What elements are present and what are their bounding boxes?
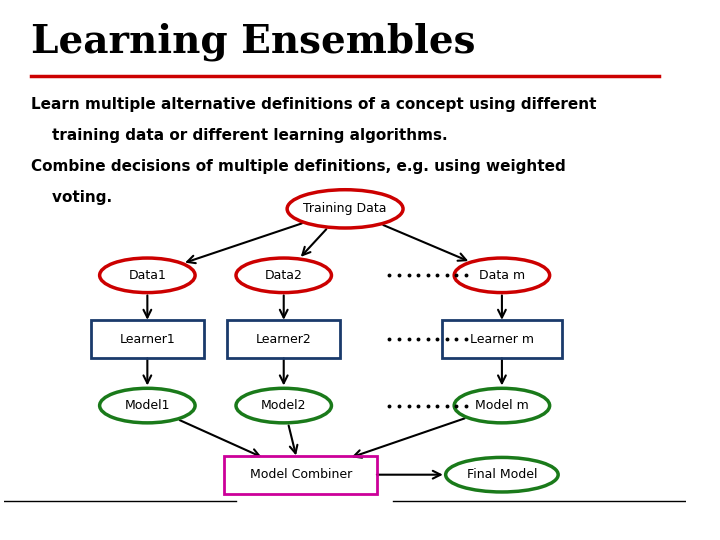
Text: voting.: voting. [32,190,112,205]
Text: Data2: Data2 [265,269,302,282]
Text: Model1: Model1 [125,399,170,412]
Text: Learner2: Learner2 [256,333,312,346]
Text: Learner m: Learner m [470,333,534,346]
Text: Data1: Data1 [128,269,166,282]
Text: Model2: Model2 [261,399,307,412]
Text: Learner1: Learner1 [120,333,175,346]
Text: Model m: Model m [475,399,528,412]
Text: Data m: Data m [479,269,525,282]
Text: Model Combiner: Model Combiner [250,468,352,481]
Text: Learn multiple alternative definitions of a concept using different: Learn multiple alternative definitions o… [32,97,597,112]
Text: training data or different learning algorithms.: training data or different learning algo… [32,128,448,143]
Text: Final Model: Final Model [467,468,537,481]
Text: Combine decisions of multiple definitions, e.g. using weighted: Combine decisions of multiple definition… [32,159,566,174]
Text: Training Data: Training Data [303,202,387,215]
Text: Learning Ensembles: Learning Ensembles [32,23,476,61]
